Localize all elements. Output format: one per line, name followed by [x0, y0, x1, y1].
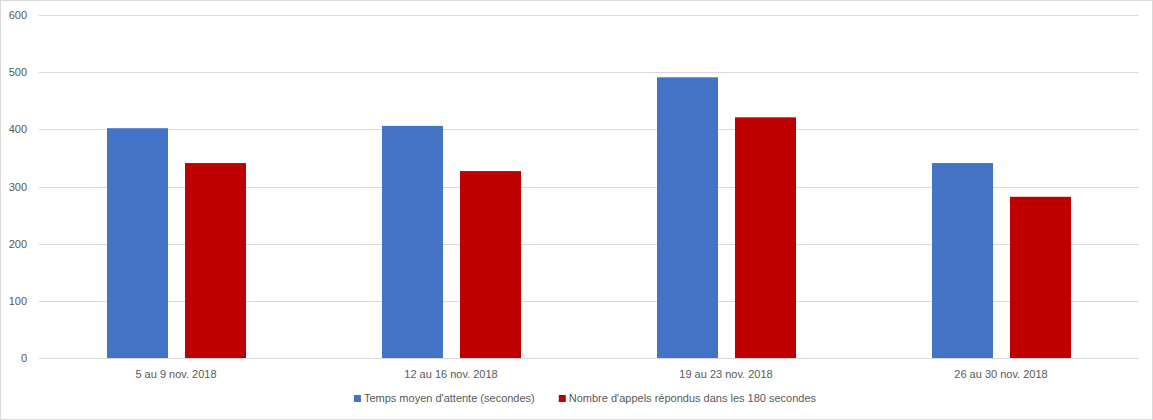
grid-line — [39, 129, 1139, 130]
x-tick-label: 5 au 9 nov. 2018 — [135, 368, 216, 380]
legend-swatch — [354, 395, 361, 402]
grid-line — [39, 72, 1139, 73]
legend-label: Temps moyen d'attente (secondes) — [364, 392, 535, 404]
y-tick-label: 300 — [9, 181, 27, 193]
y-tick-label: 400 — [9, 123, 27, 135]
legend-swatch — [559, 395, 566, 402]
bar — [460, 171, 521, 358]
y-tick-label: 0 — [21, 352, 27, 364]
bars — [107, 77, 1071, 358]
bar — [107, 128, 168, 358]
legend-label: Nombre d'appels répondus dans les 180 se… — [569, 392, 817, 404]
frame — [1, 1, 1153, 420]
x-tick-label: 19 au 23 nov. 2018 — [679, 368, 772, 380]
bar — [657, 77, 718, 358]
y-tick-label: 500 — [9, 66, 27, 78]
legend: Temps moyen d'attente (secondes) Nombre d… — [354, 392, 817, 404]
y-tick-label: 100 — [9, 295, 27, 307]
bar — [185, 163, 246, 358]
bar — [1010, 197, 1071, 358]
y-tick-label: 200 — [9, 238, 27, 250]
y-tick-label: 600 — [9, 9, 27, 21]
x-tick-label: 26 au 30 nov. 2018 — [954, 368, 1047, 380]
x-tick-label: 12 au 16 nov. 2018 — [404, 368, 497, 380]
grid-line — [39, 15, 1139, 16]
grid-line — [39, 358, 1139, 359]
bar — [932, 163, 993, 358]
bar — [382, 126, 443, 358]
chart: 0 100 200 300 400 500 600 5 au 9 nov. 2018 12 au… — [0, 0, 1153, 420]
bar — [735, 117, 796, 358]
